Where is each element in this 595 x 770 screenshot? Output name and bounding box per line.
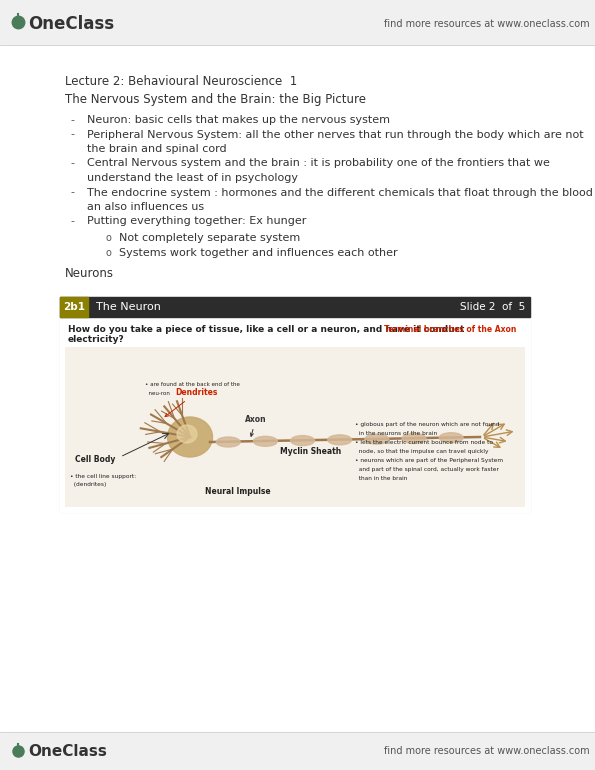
Bar	[0, 0, 595, 45]
Ellipse shape	[328, 435, 352, 445]
Bar	[65, 347, 525, 507]
Text: -: -	[70, 188, 74, 197]
Text: Neurons: Neurons	[65, 267, 114, 280]
Text: The Neuron: The Neuron	[96, 302, 161, 312]
Ellipse shape	[168, 417, 212, 457]
Text: than in the brain: than in the brain	[355, 476, 408, 481]
Text: Central Nervous system and the brain : it is probability one of the frontiers th: Central Nervous system and the brain : i…	[87, 159, 550, 169]
Text: • neurons which are part of the Peripheral System: • neurons which are part of the Peripher…	[355, 458, 503, 463]
Text: Cell Body: Cell Body	[75, 455, 115, 464]
Bar	[60, 297, 530, 512]
Bar	[60, 297, 530, 317]
Text: Terminal branches of the Axon: Terminal branches of the Axon	[384, 325, 516, 334]
Bar	[60, 317, 530, 512]
Text: Neural Impulse: Neural Impulse	[205, 487, 271, 496]
Text: • are found at the back end of the: • are found at the back end of the	[145, 382, 240, 387]
Ellipse shape	[365, 434, 389, 444]
Ellipse shape	[402, 434, 426, 444]
Text: understand the least of in psychology: understand the least of in psychology	[87, 173, 298, 183]
Text: The endocrine system : hormones and the different chemicals that float through t: The endocrine system : hormones and the …	[87, 188, 593, 197]
Text: and part of the spinal cord, actually work faster: and part of the spinal cord, actually wo…	[355, 467, 499, 472]
Text: find more resources at www.oneclass.com: find more resources at www.oneclass.com	[384, 19, 590, 29]
Text: How do you take a piece of tissue, like a cell or a neuron, and have it conduct
: How do you take a piece of tissue, like …	[68, 325, 464, 344]
Text: an also influences us: an also influences us	[87, 202, 204, 212]
Text: 2b1: 2b1	[63, 302, 85, 312]
Text: Lecture 2: Behavioural Neuroscience  1: Lecture 2: Behavioural Neuroscience 1	[65, 75, 298, 88]
Ellipse shape	[439, 433, 463, 443]
Ellipse shape	[290, 436, 315, 446]
Text: OneClass: OneClass	[28, 744, 107, 758]
Text: (dendrites): (dendrites)	[70, 482, 107, 487]
Text: Slide 2  of  5: Slide 2 of 5	[460, 302, 525, 312]
Text: • lets the electric current bounce from node to: • lets the electric current bounce from …	[355, 440, 493, 445]
Text: Dendrites: Dendrites	[165, 388, 217, 417]
Text: Systems work together and influences each other: Systems work together and influences eac…	[119, 247, 397, 257]
Text: Neuron: basic cells that makes up the nervous system: Neuron: basic cells that makes up the ne…	[87, 115, 390, 125]
Text: Axon: Axon	[245, 415, 267, 437]
Text: neu-ron: neu-ron	[145, 391, 170, 396]
Text: -: -	[70, 115, 74, 125]
Ellipse shape	[253, 437, 277, 447]
Text: o: o	[105, 233, 111, 243]
Text: -: -	[70, 129, 74, 139]
Text: The Nervous System and the Brain: the Big Picture: The Nervous System and the Brain: the Bi…	[65, 93, 366, 106]
Text: Putting everything together: Ex hunger: Putting everything together: Ex hunger	[87, 216, 306, 226]
Bar	[0, 732, 595, 770]
Text: -: -	[70, 216, 74, 226]
Text: node, so that the impulse can travel quickly: node, so that the impulse can travel qui…	[355, 449, 488, 454]
Text: • the cell line support:: • the cell line support:	[70, 474, 136, 479]
Text: Not completely separate system: Not completely separate system	[119, 233, 300, 243]
Text: OneClass: OneClass	[28, 15, 114, 33]
Text: Peripheral Nervous System: all the other nerves that run through the body which : Peripheral Nervous System: all the other…	[87, 129, 584, 139]
Bar	[60, 297, 88, 317]
Text: the brain and spinal cord: the brain and spinal cord	[87, 144, 227, 154]
Text: in the neurons of the brain: in the neurons of the brain	[355, 431, 437, 436]
Text: Myclin Sheath: Myclin Sheath	[280, 447, 342, 456]
Ellipse shape	[217, 437, 240, 447]
Text: -: -	[70, 159, 74, 169]
Ellipse shape	[177, 425, 197, 443]
Text: o: o	[105, 247, 111, 257]
Text: find more resources at www.oneclass.com: find more resources at www.oneclass.com	[384, 746, 590, 756]
Text: • globous part of the neuron which are not found: • globous part of the neuron which are n…	[355, 422, 499, 427]
